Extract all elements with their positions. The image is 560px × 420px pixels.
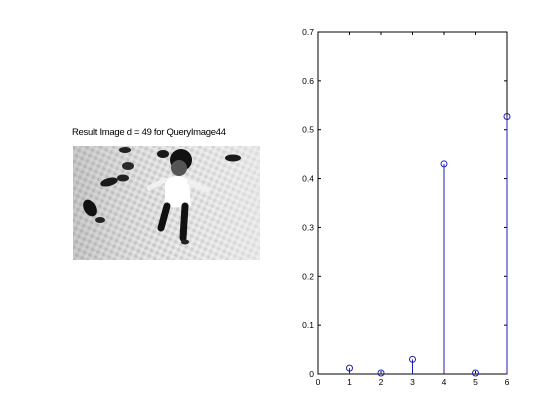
- stem-marker: [409, 355, 416, 363]
- x-tick-label: 6: [505, 377, 510, 387]
- y-tick-label: 0.7: [302, 27, 314, 37]
- y-tick-label: 0.3: [302, 222, 314, 232]
- data-series: [346, 113, 511, 377]
- stem-marker: [377, 369, 385, 377]
- result-image: [73, 146, 260, 260]
- stem-marker: [472, 369, 479, 377]
- y-tick-label: 0.4: [302, 174, 314, 184]
- stem-marker: [503, 113, 511, 121]
- x-tick-label: 3: [410, 377, 415, 387]
- y-tick-label: 0.5: [302, 125, 314, 135]
- y-tick-label: 0.2: [302, 271, 314, 281]
- stem-marker: [346, 364, 353, 372]
- result-image-title: Result Image d = 49 for QueryImage44: [72, 127, 226, 138]
- axis-tick-labels: 0 1 2 3 4 5 6 0 0.1 0.2 0.3 0.4 0.5 0.6 0.7: [302, 27, 509, 387]
- y-tick-label: 0.1: [302, 320, 314, 330]
- x-tick-label: 0: [316, 377, 321, 387]
- x-tick-label: 1: [347, 377, 352, 387]
- x-tick-label: 5: [473, 377, 478, 387]
- y-tick-label: 0.6: [302, 76, 314, 86]
- x-tick-label: 4: [442, 377, 447, 387]
- y-tick-label: 0: [309, 369, 314, 379]
- x-tick-label: 2: [379, 377, 384, 387]
- plot-area: [317, 31, 508, 375]
- stem-marker: [440, 160, 448, 168]
